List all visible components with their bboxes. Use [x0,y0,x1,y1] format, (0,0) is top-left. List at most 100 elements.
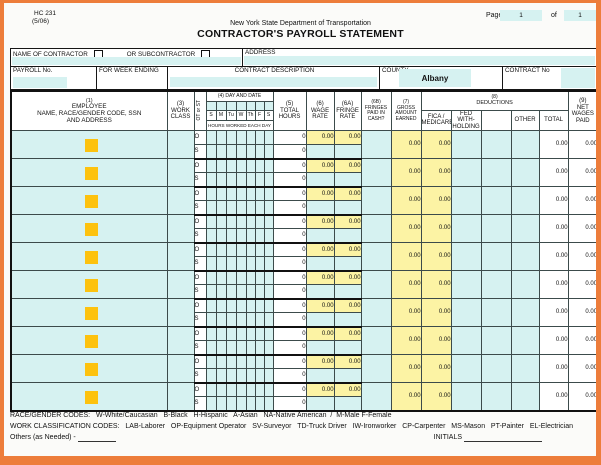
day-hours-cell[interactable] [235,354,247,370]
employee-name-cell[interactable] [10,214,168,244]
fed-withholding-cell[interactable] [450,130,482,160]
date-cell[interactable] [225,100,237,111]
day-hours-cell[interactable] [263,354,274,370]
fringe-rate-cell[interactable]: 0.00 [333,382,362,398]
work-class-cell[interactable] [166,242,195,272]
day-hours-cell[interactable] [254,326,265,342]
fringe-rate-st-cell[interactable] [333,256,362,272]
day-hours-cell[interactable] [225,354,237,370]
day-hours-cell[interactable] [215,326,227,342]
day-hours-cell[interactable] [215,396,227,412]
day-hours-cell[interactable] [254,158,265,174]
day-hours-cell[interactable] [254,368,265,384]
fringes-cash-cell[interactable] [360,186,392,216]
work-class-cell[interactable] [166,214,195,244]
wage-rate-st-cell[interactable] [305,312,335,328]
fringes-cash-cell[interactable] [360,130,392,160]
fringe-rate-st-cell[interactable] [333,228,362,244]
wage-rate-cell[interactable]: 0.00 [305,242,335,258]
day-hours-cell[interactable] [245,214,256,230]
date-cell[interactable] [205,100,217,111]
day-hours-cell[interactable] [215,200,227,216]
day-hours-cell[interactable] [245,382,256,398]
day-hours-cell[interactable] [245,200,256,216]
day-hours-cell[interactable] [205,144,217,160]
employee-name-cell[interactable] [10,382,168,412]
day-hours-cell[interactable] [245,396,256,412]
day-hours-cell[interactable] [245,368,256,384]
deduction-other-cell[interactable] [510,382,540,412]
day-hours-cell[interactable] [225,144,237,160]
day-hours-cell[interactable] [225,340,237,356]
deduction-other-cell[interactable] [510,326,540,356]
day-hours-cell[interactable] [254,130,265,146]
day-hours-cell[interactable] [215,382,227,398]
gross-amount-cell[interactable]: 0.00 [390,298,422,328]
fed-withholding-cell[interactable] [450,298,482,328]
day-hours-cell[interactable] [245,130,256,146]
day-hours-cell[interactable] [263,200,274,216]
day-hours-cell[interactable] [254,186,265,202]
fica-medicare-cell[interactable]: 0.00 [420,298,452,328]
wage-rate-st-cell[interactable] [305,396,335,412]
day-hours-cell[interactable] [263,242,274,258]
day-hours-cell[interactable] [225,242,237,258]
fringe-rate-cell[interactable]: 0.00 [333,270,362,286]
day-hours-cell[interactable] [205,242,217,258]
day-hours-cell[interactable] [205,396,217,412]
deduction-other-cell[interactable] [510,298,540,328]
day-hours-cell[interactable] [235,130,247,146]
fringe-rate-cell[interactable]: 0.00 [333,214,362,230]
gross-amount-cell[interactable]: 0.00 [390,186,422,216]
day-hours-cell[interactable] [235,172,247,188]
fed-withholding-cell[interactable] [450,382,482,412]
fica-medicare-cell[interactable]: 0.00 [420,158,452,188]
day-hours-cell[interactable] [263,256,274,272]
deduction-blank-cell[interactable] [480,354,512,384]
fica-medicare-cell[interactable]: 0.00 [420,130,452,160]
fringe-rate-st-cell[interactable] [333,312,362,328]
day-hours-cell[interactable] [225,158,237,174]
fringe-rate-cell[interactable]: 0.00 [333,130,362,146]
wage-rate-cell[interactable]: 0.00 [305,354,335,370]
day-hours-cell[interactable] [205,298,217,314]
deduction-other-cell[interactable] [510,214,540,244]
day-hours-cell[interactable] [205,186,217,202]
day-hours-cell[interactable] [263,172,274,188]
day-hours-cell[interactable] [205,270,217,286]
work-class-cell[interactable] [166,382,195,412]
wage-rate-cell[interactable]: 0.00 [305,382,335,398]
day-hours-cell[interactable] [225,368,237,384]
work-class-cell[interactable] [166,158,195,188]
fica-medicare-cell[interactable]: 0.00 [420,354,452,384]
day-hours-cell[interactable] [235,396,247,412]
wage-rate-cell[interactable]: 0.00 [305,214,335,230]
day-hours-cell[interactable] [254,172,265,188]
day-hours-cell[interactable] [215,172,227,188]
day-hours-cell[interactable] [215,270,227,286]
day-hours-cell[interactable] [205,158,217,174]
fica-medicare-cell[interactable]: 0.00 [420,186,452,216]
day-hours-cell[interactable] [225,130,237,146]
day-hours-cell[interactable] [215,144,227,160]
gross-amount-cell[interactable]: 0.00 [390,354,422,384]
day-hours-cell[interactable] [215,312,227,328]
day-hours-cell[interactable] [245,312,256,328]
gross-amount-cell[interactable]: 0.00 [390,158,422,188]
work-class-cell[interactable] [166,326,195,356]
day-hours-cell[interactable] [254,200,265,216]
payroll-no-input[interactable] [13,77,67,88]
day-hours-cell[interactable] [254,270,265,286]
work-class-cell[interactable] [166,186,195,216]
day-hours-cell[interactable] [225,382,237,398]
day-hours-cell[interactable] [205,200,217,216]
address-input[interactable] [244,56,595,65]
deduction-other-cell[interactable] [510,158,540,188]
day-hours-cell[interactable] [215,284,227,300]
day-hours-cell[interactable] [225,186,237,202]
employee-name-cell[interactable] [10,186,168,216]
fringe-rate-cell[interactable]: 0.00 [333,354,362,370]
gross-amount-cell[interactable]: 0.00 [390,382,422,412]
day-hours-cell[interactable] [263,326,274,342]
fica-medicare-cell[interactable]: 0.00 [420,270,452,300]
